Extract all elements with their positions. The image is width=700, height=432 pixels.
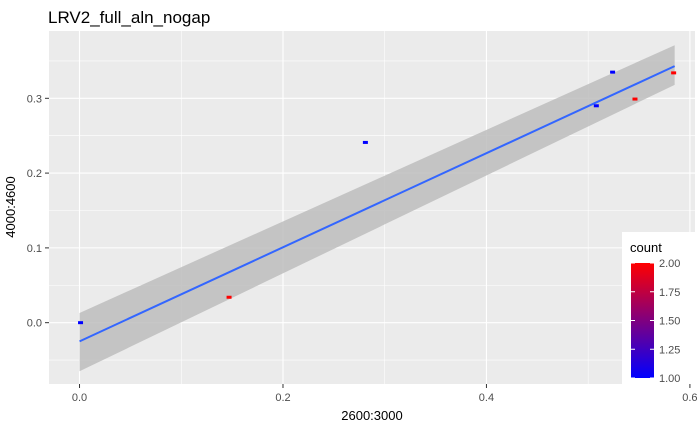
points-layer xyxy=(78,70,677,325)
regression-line xyxy=(79,65,676,343)
confidence-ribbon xyxy=(79,45,675,372)
legend-tick-label: 1.25 xyxy=(659,344,680,356)
data-point xyxy=(226,295,232,299)
data-point xyxy=(632,97,638,101)
x-axis-ticks: 0.0 0.2 0.4 0.6 xyxy=(72,384,698,404)
y-tick-label: 0.3 xyxy=(27,93,42,105)
legend-tick-label: 1.00 xyxy=(659,373,680,385)
x-tick-label: 0.6 xyxy=(682,392,697,404)
legend-tick-label: 2.00 xyxy=(659,258,680,270)
y-tick-label: 0.1 xyxy=(27,243,42,255)
x-tick-label: 0.0 xyxy=(72,392,87,404)
y-tick-label: 0.2 xyxy=(27,168,42,180)
confidence-ribbon-layer xyxy=(79,45,675,372)
data-point xyxy=(671,71,677,75)
x-tick-label: 0.4 xyxy=(479,392,494,404)
data-point xyxy=(362,140,368,144)
x-tick-label: 0.2 xyxy=(275,392,290,404)
legend-tick-label: 1.50 xyxy=(659,316,680,328)
y-axis-label: 4000:4600 xyxy=(3,176,18,237)
legend-tick-label: 1.75 xyxy=(659,287,680,299)
regression-line-layer xyxy=(79,65,676,343)
y-axis-ticks: 0.0 0.1 0.2 0.3 xyxy=(27,93,49,330)
legend-ticks: 1.00 1.25 1.50 1.75 2.00 xyxy=(631,258,680,385)
chart-title: LRV2_full_aln_nogap xyxy=(48,8,210,27)
legend-title: count xyxy=(630,240,662,255)
x-axis-label: 2600:3000 xyxy=(341,408,402,423)
color-legend: count 1.00 1.25 1.50 1.75 2.00 xyxy=(622,232,700,385)
data-point xyxy=(610,70,616,74)
major-gridlines xyxy=(49,31,695,384)
data-point xyxy=(78,321,84,325)
legend-colorbar xyxy=(631,263,654,378)
data-point xyxy=(593,104,599,108)
y-tick-label: 0.0 xyxy=(27,318,42,330)
